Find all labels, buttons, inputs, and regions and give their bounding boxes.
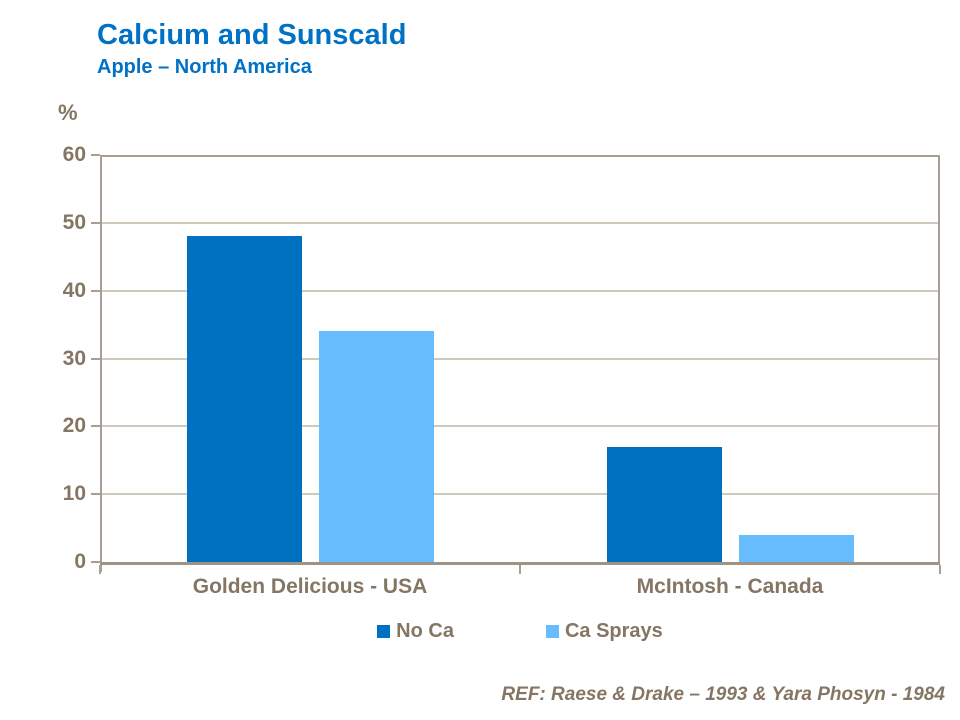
plot-border-top [100, 155, 940, 157]
y-axis-unit-label: % [58, 100, 78, 125]
bar-ca-sprays-0 [318, 331, 434, 562]
y-tick-label-60: 60 [62, 143, 86, 166]
legend-label-ca-sprays: Ca Sprays [564, 620, 663, 642]
category-label-golden-delicious: Golden Delicious - USA [192, 575, 428, 598]
y-axis-line [100, 155, 102, 572]
y-tick-30 [91, 357, 100, 360]
ca-sprays-swatch-icon [545, 624, 559, 638]
x-axis-line [100, 562, 940, 565]
reference-citation: REF: Raese & Drake – 1993 & Yara Phosyn … [501, 684, 945, 705]
gridline-50 [102, 221, 938, 224]
x-boundary-tick-0 [99, 565, 101, 574]
no-ca-swatch-icon [377, 624, 391, 638]
y-tick-0 [91, 561, 100, 563]
plot-area: Golden Delicious - USA McIntosh - Canada… [63, 144, 941, 641]
chart-subtitle: Apple – North America [97, 56, 312, 78]
x-boundary-tick-1 [519, 565, 521, 574]
gridline-20 [102, 425, 938, 428]
bar-no-ca-1 [606, 446, 722, 562]
y-tick-label-20: 20 [62, 414, 86, 438]
y-tick-10 [91, 493, 100, 496]
bar-ca-sprays-1 [738, 534, 854, 562]
y-tick-40 [91, 289, 100, 292]
y-tick-label-10: 10 [62, 482, 86, 506]
gridline-40 [102, 289, 938, 292]
legend-label-no-ca: No Ca [396, 620, 454, 642]
legend-item-no-ca: No Ca [377, 621, 454, 641]
gridline-30 [102, 357, 938, 360]
plot-border-right [938, 155, 940, 565]
legend-item-ca-sprays: Ca Sprays [545, 620, 663, 642]
chart-title: Calcium and Sunscald [97, 19, 407, 51]
category-label-mcintosh: McIntosh - Canada [636, 575, 824, 598]
y-tick-20 [91, 425, 100, 428]
x-boundary-tick-2 [939, 565, 941, 574]
gridline-10 [102, 493, 938, 496]
legend: No Ca Ca Sprays [100, 621, 940, 641]
y-tick-label-0: 0 [74, 550, 86, 573]
y-tick-label-40: 40 [62, 278, 86, 302]
y-tick-label-30: 30 [62, 346, 86, 370]
y-tick-label-50: 50 [62, 210, 86, 234]
bar-no-ca-0 [186, 236, 302, 562]
y-tick-60 [91, 154, 100, 156]
y-tick-50 [91, 221, 100, 224]
